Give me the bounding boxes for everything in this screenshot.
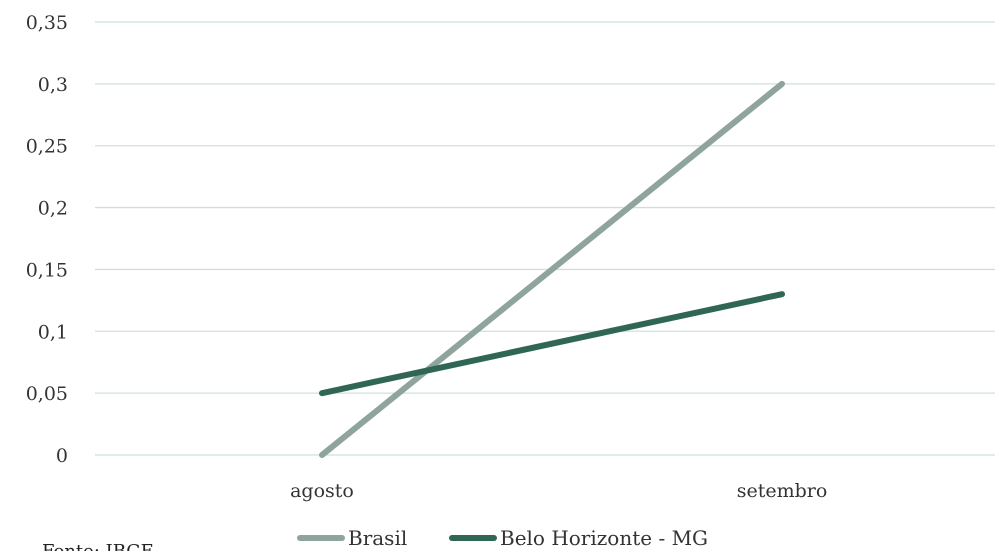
x-tick-label: agosto xyxy=(290,480,354,502)
y-tick-label: 0,2 xyxy=(38,198,68,220)
y-tick-label: 0,05 xyxy=(26,383,68,405)
x-axis: agosto setembro xyxy=(290,480,827,502)
y-tick-label: 0,25 xyxy=(26,136,68,158)
y-tick-label: 0,1 xyxy=(38,321,68,343)
y-tick-label: 0,15 xyxy=(26,259,68,281)
legend-label: Belo Horizonte - MG xyxy=(500,526,708,550)
series-layer xyxy=(319,80,785,458)
y-tick-label: 0,3 xyxy=(38,74,68,96)
x-tick-label: setembro xyxy=(737,480,828,502)
series-line-0 xyxy=(319,80,785,458)
y-tick-label: 0 xyxy=(56,445,68,467)
y-axis: 0 0,05 0,1 0,15 0,2 0,25 0,3 0,35 xyxy=(26,12,68,467)
grid-layer xyxy=(95,21,995,456)
legend-label: Brasil xyxy=(348,526,407,550)
series-line-1 xyxy=(319,291,785,397)
source-label: Fonte: IBGE xyxy=(42,541,154,551)
y-tick-label: 0,35 xyxy=(26,12,68,34)
legend: Brasil Belo Horizonte - MG xyxy=(297,526,708,550)
